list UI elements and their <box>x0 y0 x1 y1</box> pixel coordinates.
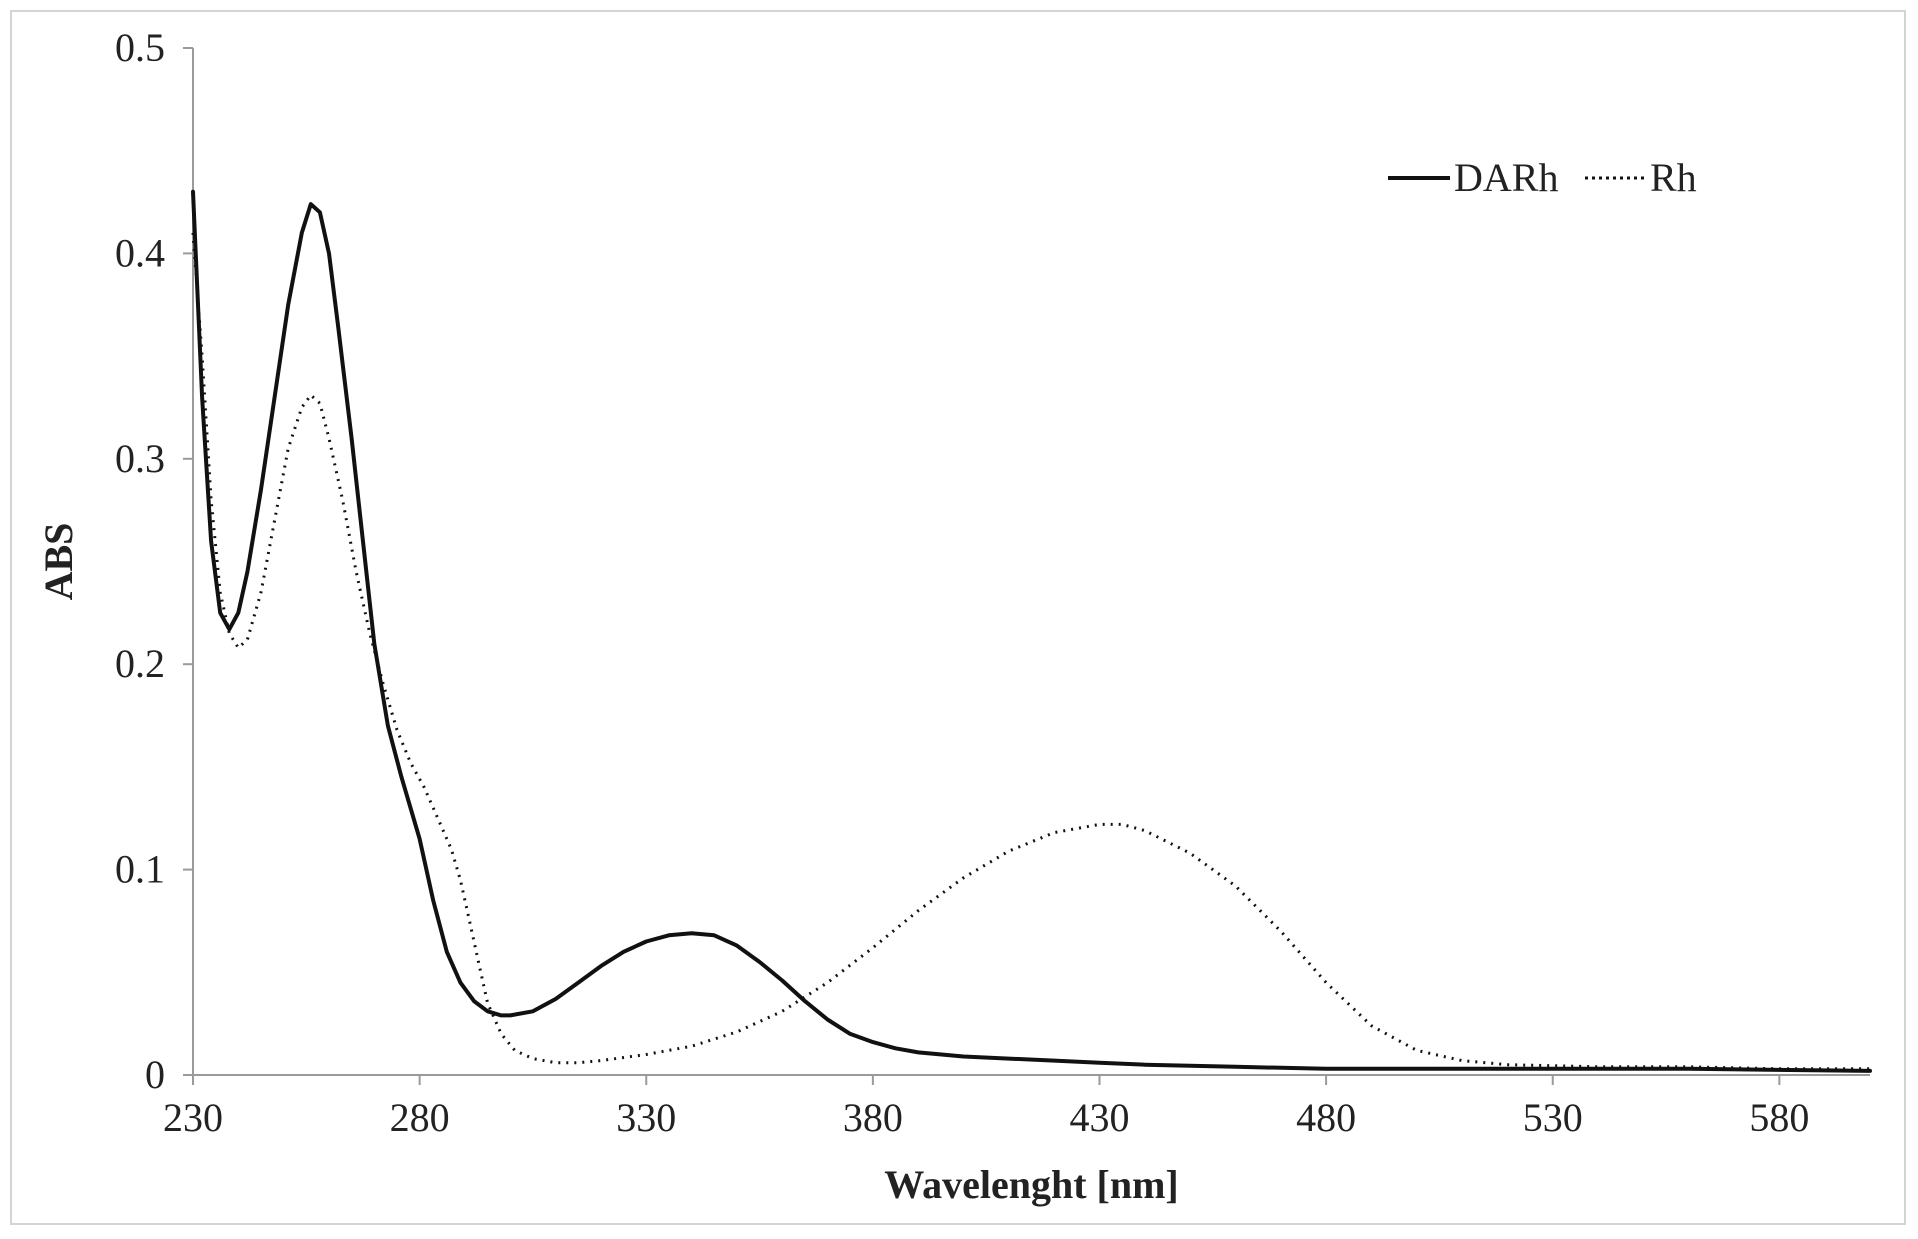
series-line-darh <box>191 189 1872 1073</box>
x-tick-label: 480 <box>1296 1095 1356 1140</box>
x-tick-label: 330 <box>616 1095 676 1140</box>
x-tick-label: 530 <box>1523 1095 1583 1140</box>
axes <box>192 48 1870 1076</box>
x-tick-label: 280 <box>390 1095 450 1140</box>
series-group <box>191 189 1872 1073</box>
y-tick-label: 0 <box>145 1052 165 1097</box>
y-tick-label: 0.3 <box>115 436 165 481</box>
chart-frame <box>10 10 1906 1225</box>
series-line-rh <box>191 232 1870 1071</box>
x-tick-label: 580 <box>1749 1095 1809 1140</box>
x-ticks: 230 280 330 380 430 480 530 580 <box>163 1075 1809 1140</box>
legend-label-rh: Rh <box>1650 155 1697 200</box>
x-axis-title: Wavelenght [nm] <box>884 1162 1178 1207</box>
x-tick-label: 380 <box>843 1095 903 1140</box>
legend-label-darh: DARh <box>1454 155 1558 200</box>
y-tick-label: 0.5 <box>115 25 165 70</box>
y-axis-title: ABS <box>36 523 81 601</box>
x-tick-label: 430 <box>1069 1095 1129 1140</box>
x-tick-label: 230 <box>163 1095 223 1140</box>
y-ticks: 0 0.1 0.2 0.3 0.4 0.5 <box>115 25 193 1097</box>
y-tick-label: 0.4 <box>115 230 165 275</box>
y-tick-label: 0.2 <box>115 641 165 686</box>
legend: DARh Rh <box>1388 155 1697 200</box>
y-tick-label: 0.1 <box>115 847 165 892</box>
